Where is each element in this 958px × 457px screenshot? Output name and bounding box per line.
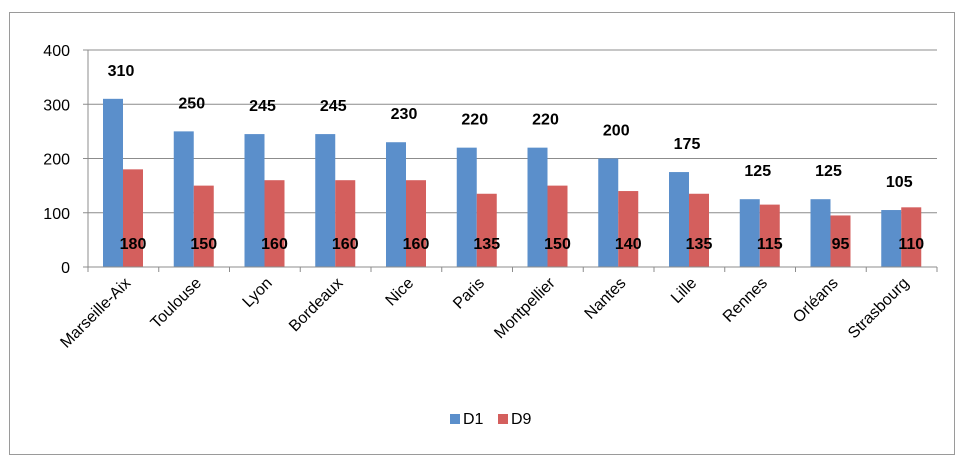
bar-d9 [193, 185, 214, 267]
data-label-d1: 200 [603, 123, 630, 140]
x-tick-label: Orléans [790, 275, 842, 327]
x-tick-label: Rennes [720, 275, 771, 326]
bar-d9 [476, 193, 497, 267]
data-label-d9: 150 [190, 236, 217, 253]
bar-d1 [103, 98, 123, 267]
data-label-d9: 135 [686, 236, 713, 253]
data-label-d1: 230 [391, 106, 418, 123]
y-tick-label: 400 [43, 43, 70, 60]
data-label-d9: 180 [120, 236, 147, 253]
bar-d1 [527, 147, 548, 267]
x-tick-label: Toulouse [148, 275, 205, 332]
bar-d1 [810, 199, 831, 267]
data-label-d1: 220 [461, 112, 488, 129]
data-label-d1: 310 [108, 63, 135, 80]
x-tick-label: Montpellier [491, 274, 559, 342]
data-label-d1: 245 [320, 98, 347, 115]
bar-d9 [264, 180, 285, 267]
bar-d1 [315, 134, 336, 267]
x-tick-label: Lille [668, 275, 700, 307]
bar-d9 [689, 193, 709, 267]
y-tick-label: 0 [61, 260, 70, 277]
bar-d9 [618, 191, 639, 267]
data-label-d1: 245 [249, 98, 276, 115]
bar-d1 [881, 210, 902, 267]
data-label-d1: 125 [744, 163, 771, 180]
bar-d1 [456, 147, 477, 267]
data-label-d1: 220 [532, 112, 559, 129]
data-label-d1: 105 [886, 174, 913, 191]
bar-d1 [739, 199, 760, 267]
bar-d9 [406, 180, 426, 267]
data-label-d9: 140 [615, 236, 642, 253]
data-label-d1: 175 [674, 136, 701, 153]
data-label-d9: 115 [757, 236, 783, 253]
data-label-d9: 150 [544, 236, 571, 253]
bar-d1 [244, 134, 265, 267]
bar-d9 [830, 215, 851, 267]
data-label-d1: 125 [815, 163, 842, 180]
data-label-d9: 110 [898, 236, 924, 253]
bar-d9 [335, 180, 356, 267]
x-tick-label: Marseille-Aix [57, 275, 134, 352]
bar-d9 [901, 207, 922, 267]
x-tick-label: Nantes [582, 275, 630, 323]
bar-d1 [173, 131, 194, 267]
legend-label-d9: D9 [511, 411, 532, 428]
x-tick-label: Lyon [240, 275, 276, 311]
data-label-d9: 160 [332, 236, 359, 253]
x-tick-label: Nice [383, 275, 418, 310]
data-label-d9: 160 [261, 236, 288, 253]
data-label-d1: 250 [178, 95, 205, 112]
legend-label-d1: D1 [463, 411, 484, 428]
y-tick-label: 200 [43, 152, 70, 169]
bar-d1 [386, 142, 406, 267]
data-label-d9: 160 [403, 236, 430, 253]
bar-d1 [598, 158, 619, 267]
bar-d1 [669, 172, 689, 267]
x-tick-label: Bordeaux [286, 275, 346, 335]
y-tick-label: 100 [43, 206, 70, 223]
bar-d9 [123, 169, 143, 267]
data-label-d9: 95 [832, 236, 850, 253]
x-tick-label: Paris [450, 275, 488, 313]
bar-d9 [547, 185, 568, 267]
data-label-d9: 135 [473, 236, 500, 253]
legend-swatch-d1 [450, 414, 460, 424]
bar-d9 [759, 204, 780, 267]
x-tick-label: Strasbourg [845, 275, 912, 342]
legend-swatch-d9 [498, 414, 508, 424]
y-tick-label: 300 [43, 97, 70, 114]
